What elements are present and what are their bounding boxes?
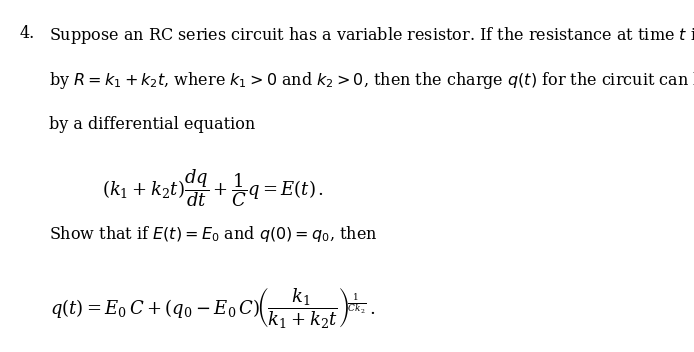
Text: $(k_1 + k_2t)\dfrac{dq}{dt} + \dfrac{1}{C}q = E(t)\,.$: $(k_1 + k_2t)\dfrac{dq}{dt} + \dfrac{1}{… xyxy=(102,167,324,209)
Text: 4.: 4. xyxy=(19,25,35,42)
Text: Suppose an RC series circuit has a variable resistor. If the resistance at time : Suppose an RC series circuit has a varia… xyxy=(49,25,694,46)
Text: by a differential equation: by a differential equation xyxy=(49,116,255,133)
Text: Show that if $E(t) = E_0$ and $q(0) = q_0$, then: Show that if $E(t) = E_0$ and $q(0) = q_… xyxy=(49,224,378,244)
Text: $q(t) = E_0\,C + (q_0 - E_0\,C)\!\left(\dfrac{k_1}{k_1 + k_2 t}\right)^{\!\frac{: $q(t) = E_0\,C + (q_0 - E_0\,C)\!\left(\… xyxy=(50,285,375,330)
Text: by $R = k_1 +k_2t$, where $k_1 > 0$ and $k_2 > 0$, then the charge $q(t)$ for th: by $R = k_1 +k_2t$, where $k_1 > 0$ and … xyxy=(49,70,694,92)
